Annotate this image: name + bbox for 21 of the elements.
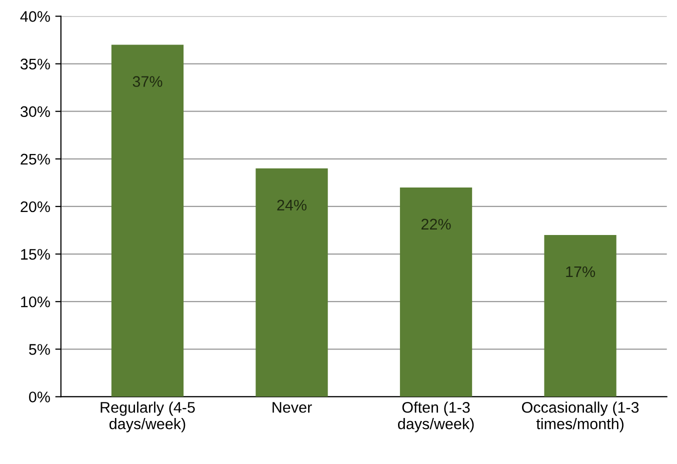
data-label: 24% [277, 200, 306, 211]
bar [400, 187, 472, 397]
y-tick-label: 15% [21, 248, 50, 260]
x-tick-label: Occasionally (1-3 times/month) [522, 402, 639, 432]
x-tick-label: Never [272, 402, 312, 413]
y-tick-label: 10% [21, 296, 50, 308]
data-label: 22% [422, 218, 451, 230]
y-tick-label: 40% [20, 11, 50, 22]
y-tick-label: 30% [20, 106, 50, 118]
bar [111, 44, 184, 397]
bar [256, 168, 328, 397]
y-tick-label: 0% [29, 392, 50, 402]
y-tick-label: 5% [29, 344, 50, 355]
data-label: 37% [132, 76, 162, 87]
x-tick-label: Regularly (4-5 days/week) [100, 402, 195, 432]
bar [544, 235, 616, 397]
y-tick-label: 35% [20, 58, 50, 70]
y-tick-label: 20% [20, 201, 50, 212]
y-tick-label: 25% [20, 154, 50, 165]
data-label: 17% [566, 266, 596, 278]
x-tick-label: Often (1-3 days/week) [398, 402, 474, 432]
